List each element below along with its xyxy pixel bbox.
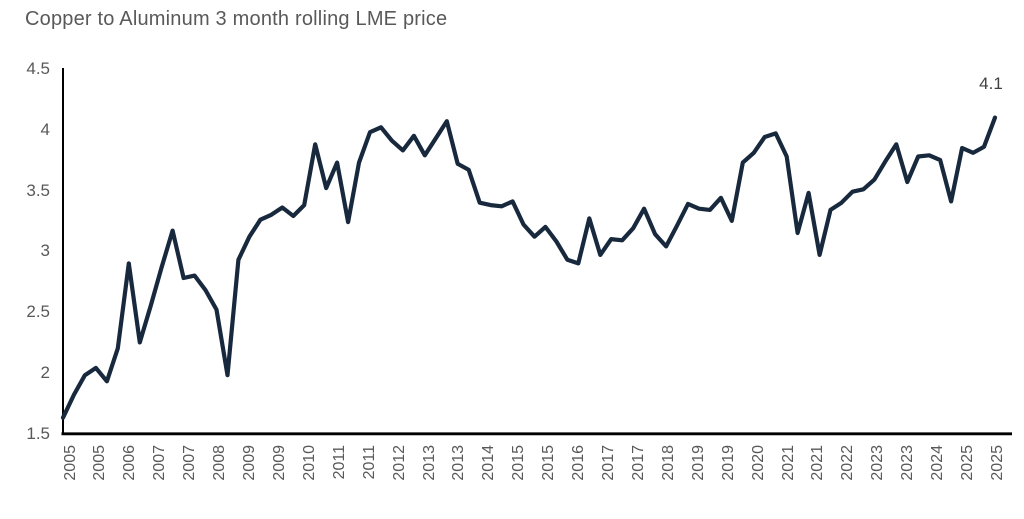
x-axis-tick-label: 2014 bbox=[480, 445, 498, 481]
x-axis-tick-label: 2013 bbox=[420, 445, 438, 481]
x-axis-tick-label: 2023 bbox=[869, 445, 887, 481]
x-axis-tick-label: 2005 bbox=[91, 445, 109, 481]
x-axis-tick-label: 2015 bbox=[510, 445, 528, 481]
x-axis-tick-label: 2011 bbox=[360, 445, 378, 480]
x-axis-tick-label: 2017 bbox=[629, 445, 647, 481]
x-axis-tick-label: 2008 bbox=[211, 445, 229, 481]
x-axis-tick-label: 2011 bbox=[330, 445, 348, 480]
x-axis-tick-label: 2017 bbox=[600, 445, 618, 481]
end-value-label: 4.1 bbox=[979, 74, 1003, 93]
x-axis-tick-label: 2021 bbox=[809, 445, 827, 481]
x-axis-tick-label: 2009 bbox=[270, 445, 288, 481]
x-axis-tick-label: 2013 bbox=[450, 445, 468, 481]
y-axis-tick-label: 1.5 bbox=[26, 423, 50, 443]
x-axis-tick-label: 2022 bbox=[839, 445, 857, 481]
y-axis-tick-label: 2.5 bbox=[26, 302, 50, 321]
x-axis-tick-label: 2023 bbox=[899, 445, 917, 481]
x-axis-tick-label: 2025 bbox=[959, 445, 977, 481]
x-axis-tick-label: 2024 bbox=[929, 445, 947, 481]
y-axis-tick-label: 3.5 bbox=[26, 180, 50, 200]
x-axis-tick-label: 2010 bbox=[300, 445, 318, 481]
x-axis-tick-label: 2020 bbox=[749, 445, 767, 481]
x-axis-tick-label: 2007 bbox=[151, 445, 169, 481]
y-axis-tick-label: 4.5 bbox=[26, 59, 50, 78]
price-line-series bbox=[60, 115, 998, 420]
x-axis-tick-label: 2019 bbox=[689, 445, 707, 481]
x-axis-tick-label: 2009 bbox=[241, 445, 259, 481]
x-axis-tick-label: 2016 bbox=[570, 445, 588, 481]
x-axis-tick-label: 2006 bbox=[121, 445, 139, 481]
x-axis-tick-label: 2025 bbox=[989, 445, 1006, 481]
x-axis-tick-label: 2018 bbox=[659, 445, 677, 481]
y-axis-tick-label: 4 bbox=[40, 119, 50, 139]
x-axis-tick-label: 2021 bbox=[779, 445, 797, 481]
x-axis-tick-label: 2015 bbox=[540, 445, 558, 481]
y-axis-tick-label: 2 bbox=[40, 362, 50, 382]
chart-title: Copper to Aluminum 3 month rolling LME p… bbox=[25, 8, 448, 30]
x-axis-tick-label: 2019 bbox=[719, 445, 737, 481]
y-axis-tick-label: 3 bbox=[40, 241, 50, 261]
x-axis-tick-label: 2007 bbox=[181, 445, 199, 481]
x-axis-tick-label: 2005 bbox=[61, 445, 79, 481]
x-axis-tick-label: 2012 bbox=[390, 445, 408, 481]
